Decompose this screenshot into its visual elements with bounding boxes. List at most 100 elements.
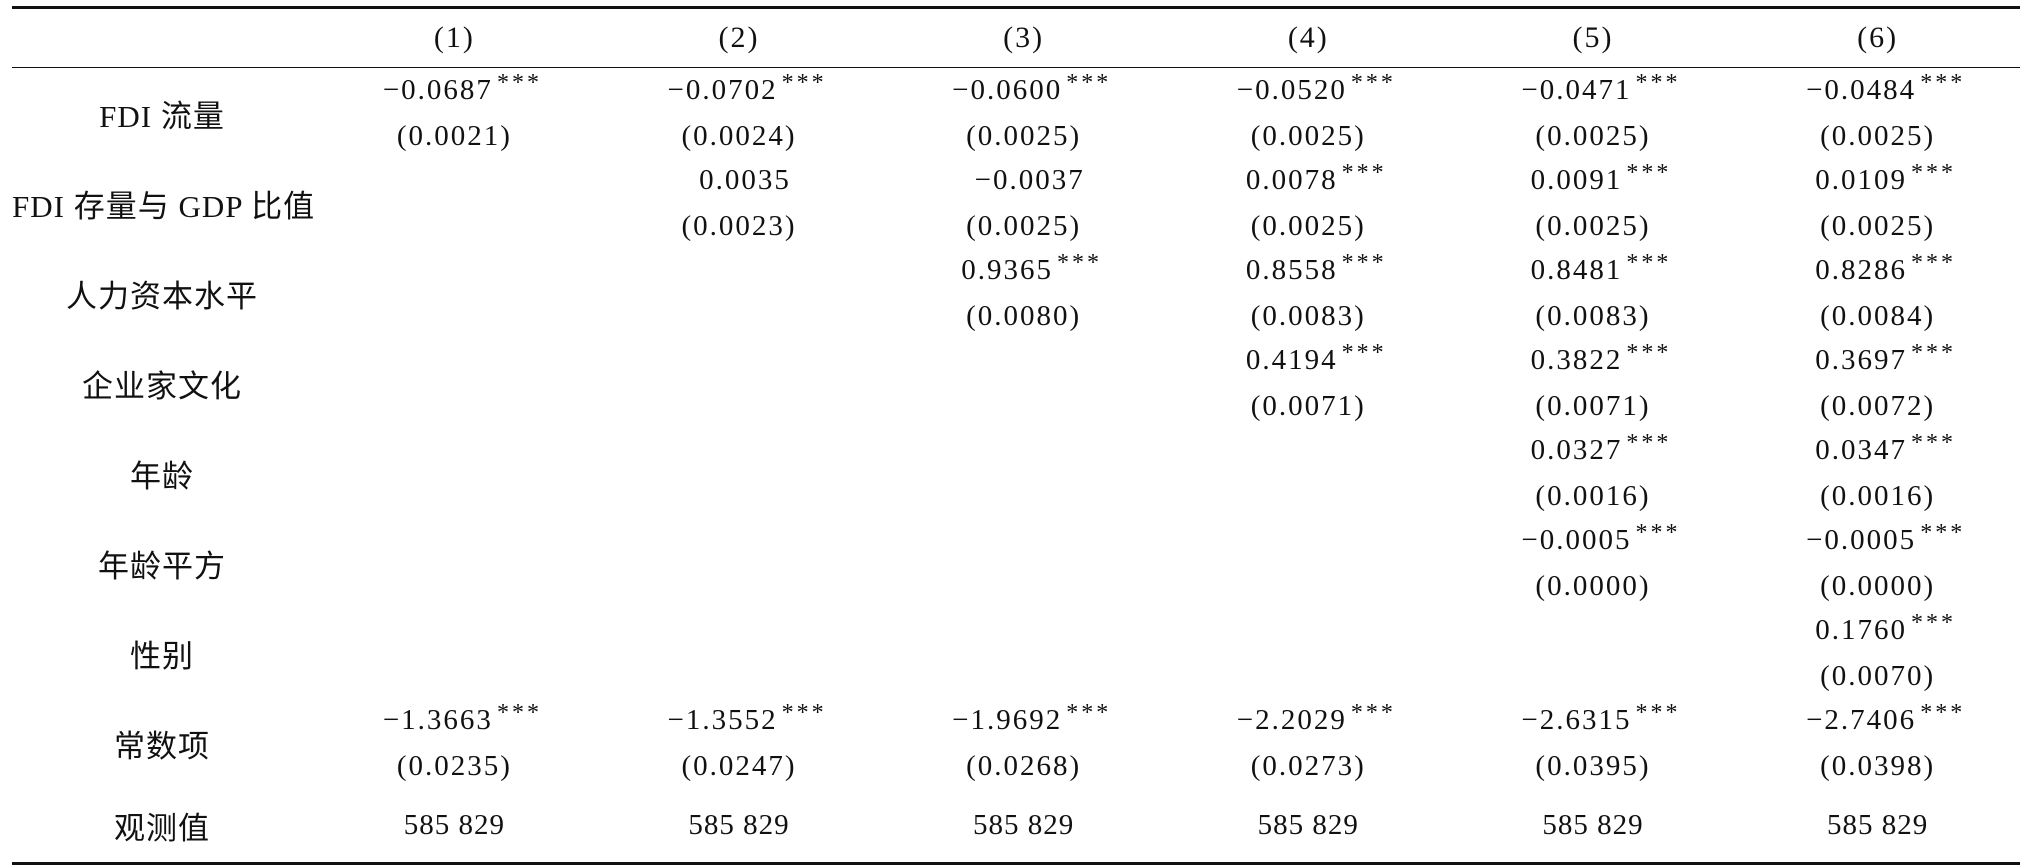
coefficient-line: −2.6315 ***	[1521, 698, 1680, 744]
estimate-stack: −0.0484 *** (0.0025)	[1735, 68, 2020, 158]
coefficient-value: −0.0520	[1236, 74, 1347, 106]
estimate-cell	[881, 338, 1166, 428]
estimate-cell: −0.0005 *** (0.0000)	[1451, 518, 1736, 608]
significance-stars: ***	[1057, 250, 1103, 276]
standard-error: (0.0084)	[1820, 300, 1936, 332]
estimate-cell: −0.0471 *** (0.0025)	[1451, 68, 1736, 159]
coefficient-value: 0.9365	[961, 254, 1054, 286]
significance-stars: ***	[1626, 340, 1672, 366]
coefficient-value: −1.9692	[952, 704, 1063, 736]
coefficient-value: 0.0327	[1530, 434, 1623, 466]
estimate-cell: −0.0687 *** (0.0021)	[312, 68, 597, 159]
estimate-cell: 0.8286 *** (0.0084)	[1735, 248, 2020, 338]
estimate-stack: −0.0005 *** (0.0000)	[1735, 518, 2020, 608]
estimate-cell	[1166, 608, 1451, 698]
coefficient-value: 0.4194	[1245, 344, 1338, 376]
coefficient-line: −1.3552 ***	[667, 698, 826, 744]
estimate-cell: 0.0109 *** (0.0025)	[1735, 158, 2020, 248]
estimate-stack: 0.8286 *** (0.0084)	[1735, 248, 2020, 338]
observations-value: 585 829	[688, 808, 790, 841]
coefficient-value: 0.0035	[699, 164, 791, 196]
standard-error: (0.0072)	[1820, 390, 1936, 422]
coefficient-value: 0.3822	[1530, 344, 1623, 376]
coefficient-line: −2.7406 ***	[1806, 698, 1965, 744]
coefficient-line: 0.8286 ***	[1815, 248, 1956, 294]
estimate-stack: −0.0037 (0.0025)	[881, 158, 1166, 248]
estimate-cell	[1166, 518, 1451, 608]
variable-row: 常数项 −1.3663 *** (0.0235) −1.3552 *** (0.0247) −…	[12, 698, 2020, 788]
estimate-stack: 0.8558 *** (0.0083)	[1166, 248, 1451, 338]
coefficient-line: 0.0109 ***	[1815, 158, 1956, 204]
estimate-stack: 0.0035 (0.0023)	[597, 158, 882, 248]
estimate-cell: 0.9365 *** (0.0080)	[881, 248, 1166, 338]
standard-error: (0.0080)	[966, 300, 1082, 332]
coefficient-line: 0.8558 ***	[1246, 248, 1387, 294]
significance-stars: ***	[1911, 250, 1956, 276]
coefficient-value: −0.0471	[1521, 74, 1632, 106]
header-blank-cell	[12, 8, 312, 68]
row-label: FDI 流量	[99, 98, 225, 134]
standard-error: (0.0268)	[966, 750, 1082, 782]
standard-error: (0.0025)	[1250, 120, 1366, 152]
estimate-cell	[1451, 608, 1736, 698]
row-label: 常数项	[114, 728, 211, 764]
observations-value: 585 829	[1542, 808, 1644, 841]
standard-error: (0.0235)	[396, 750, 512, 782]
significance-stars: ***	[1341, 160, 1387, 186]
standard-error: (0.0025)	[1820, 120, 1936, 152]
estimate-cell	[597, 608, 882, 698]
coefficient-line: −0.0600 ***	[952, 68, 1111, 114]
coefficient-value: −2.6315	[1521, 704, 1632, 736]
significance-stars: ***	[1341, 250, 1387, 276]
estimate-cell	[312, 608, 597, 698]
estimate-stack: −2.6315 *** (0.0395)	[1451, 698, 1736, 788]
standard-error: (0.0024)	[681, 120, 797, 152]
column-header: (1)	[433, 21, 475, 54]
header-row: (1) (2) (3) (4) (5) (6)	[12, 7, 2020, 68]
significance-stars: ***	[1626, 250, 1672, 276]
coefficient-line: 0.0091 ***	[1531, 158, 1672, 204]
row-label: 观测值	[114, 810, 211, 846]
standard-error: (0.0000)	[1820, 570, 1936, 602]
standard-error: (0.0247)	[681, 750, 797, 782]
variable-row: 人力资本水平 0.9365 *** (0.0080) 0.8558 *** (0.0083)…	[12, 248, 2020, 338]
standard-error: (0.0273)	[1250, 750, 1366, 782]
estimate-stack: 0.3697 *** (0.0072)	[1735, 338, 2020, 428]
estimate-stack: 0.8481 *** (0.0083)	[1451, 248, 1736, 338]
coefficient-line: −0.0471 ***	[1521, 68, 1680, 114]
standard-error: (0.0000)	[1535, 570, 1651, 602]
estimate-cell: 0.0347 *** (0.0016)	[1735, 428, 2020, 518]
estimate-stack: 0.0327 *** (0.0016)	[1451, 428, 1736, 518]
estimate-stack: 0.0091 *** (0.0025)	[1451, 158, 1736, 248]
estimate-stack: 0.0078 *** (0.0025)	[1166, 158, 1451, 248]
row-label: 性别	[130, 638, 195, 674]
significance-stars: ***	[1626, 430, 1672, 456]
estimate-cell: 0.8558 *** (0.0083)	[1166, 248, 1451, 338]
standard-error: (0.0083)	[1250, 300, 1366, 332]
coefficient-value: 0.0347	[1815, 434, 1907, 466]
coefficient-line: −0.0005 ***	[1806, 518, 1965, 564]
coefficient-line: 0.0347 ***	[1815, 428, 1956, 474]
variable-row: 性别 0.1760 *** (0.0070)	[12, 608, 2020, 698]
estimate-cell: 0.0035 (0.0023)	[597, 158, 882, 248]
estimate-stack: −2.7406 *** (0.0398)	[1735, 698, 2020, 788]
observations-value: 585 829	[1257, 808, 1359, 841]
estimate-cell	[881, 518, 1166, 608]
significance-stars: ***	[1911, 340, 1956, 366]
standard-error: (0.0025)	[1820, 210, 1936, 242]
coefficient-line: 0.0327 ***	[1531, 428, 1672, 474]
significance-stars: ***	[1911, 430, 1956, 456]
estimate-stack: −2.2029 *** (0.0273)	[1166, 698, 1451, 788]
significance-stars: ***	[1635, 700, 1681, 726]
estimate-stack: −0.0005 *** (0.0000)	[1451, 518, 1736, 608]
estimate-cell	[1166, 428, 1451, 518]
standard-error: (0.0025)	[966, 210, 1082, 242]
coefficient-value: −2.2029	[1236, 704, 1347, 736]
coefficient-line: 0.4194 ***	[1246, 338, 1387, 384]
estimate-stack: −0.0471 *** (0.0025)	[1451, 68, 1736, 158]
coefficient-line: −0.0037	[975, 158, 1089, 204]
coefficient-line: −0.0005 ***	[1521, 518, 1680, 564]
estimate-stack: 0.0109 *** (0.0025)	[1735, 158, 2020, 248]
coefficient-line: −0.0702 ***	[667, 68, 826, 114]
coefficient-line: −0.0520 ***	[1237, 68, 1396, 114]
